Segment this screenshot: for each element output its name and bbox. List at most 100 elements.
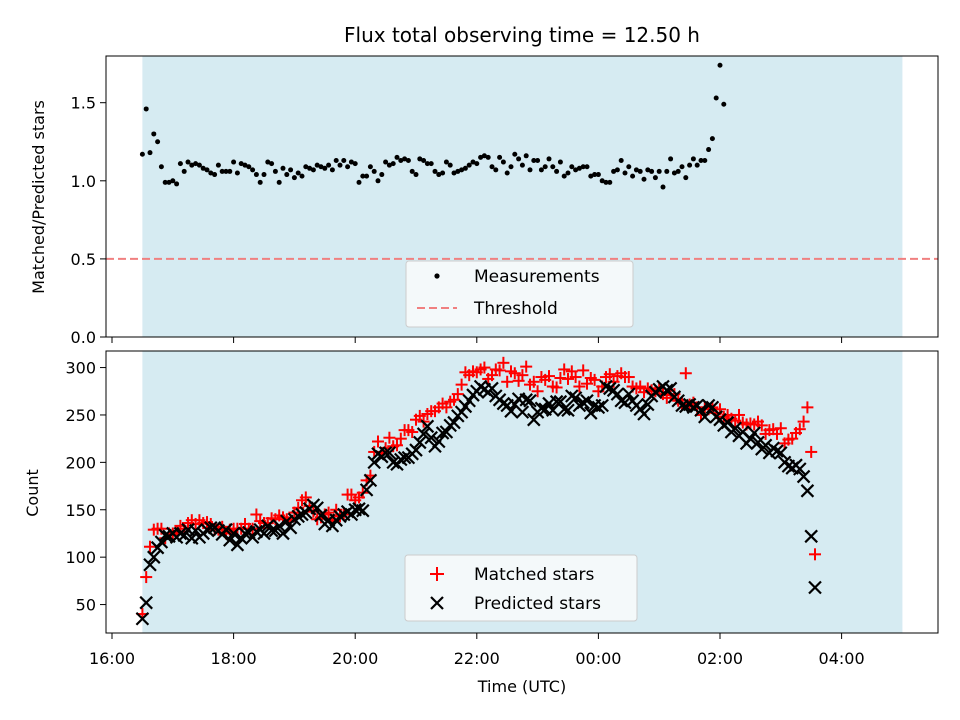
measurement-point (166, 179, 172, 185)
predicted-star-point (515, 405, 530, 419)
ratio-legend: Measurements Threshold (405, 260, 634, 328)
measurement-point (174, 181, 180, 187)
chart-title: Flux total observing time = 12.50 h (344, 23, 700, 47)
measurement-point (466, 162, 472, 168)
measurement-point (307, 165, 313, 171)
matched-star-point (250, 508, 263, 521)
measurement-point (394, 154, 400, 160)
matched-star-point (391, 439, 403, 452)
measurement-point (223, 168, 229, 174)
predicted-star-point (519, 393, 533, 407)
measurement-point (694, 162, 700, 168)
measurement-point (303, 164, 309, 170)
predicted-star-point (257, 526, 271, 541)
measurement-point (345, 164, 351, 170)
measurement-point (485, 154, 491, 160)
predicted-star-point (139, 595, 153, 610)
matched-star-point (573, 380, 586, 393)
measurement-point (721, 101, 727, 107)
predicted-stars-legend-label: Predicted stars (474, 594, 601, 614)
ratio-y-tick-label: 1.5 (71, 94, 96, 113)
measurement-point (432, 168, 438, 174)
measurement-point (679, 164, 685, 170)
predicted-stars-legend-marker (430, 596, 444, 610)
measurement-point (671, 170, 677, 176)
count-y-axis-label: Count (23, 469, 42, 517)
predicted-star-point (534, 401, 549, 416)
measurement-point (443, 159, 449, 165)
matched-star-point (577, 364, 590, 377)
measurement-point (595, 172, 601, 178)
matched-star-point (493, 364, 506, 377)
ratio-plot-frame (105, 55, 939, 338)
predicted-star-point (432, 434, 446, 449)
predicted-star-point (641, 397, 655, 412)
measurement-point (584, 164, 590, 170)
ratio-y-tick-label: 1.0 (71, 172, 96, 191)
predicted-star-point (295, 507, 309, 522)
ratio-y-tick-label: 0.5 (71, 250, 96, 269)
predicted-star-point (584, 406, 598, 420)
count-y-tick-label: 200 (65, 453, 96, 472)
measurement-point (288, 167, 294, 173)
measurement-point (189, 162, 195, 168)
matched-stars-legend-marker (430, 567, 444, 581)
predicted-star-point (230, 538, 245, 552)
measurement-point (702, 157, 708, 163)
predicted-star-point (378, 446, 393, 460)
measurement-point (649, 168, 655, 174)
measurement-point (717, 62, 723, 68)
count-y-tick-label: 50 (76, 596, 96, 615)
measurement-point (519, 162, 525, 168)
measurement-point (645, 167, 651, 173)
measurement-point (527, 167, 533, 173)
matched-star-point (508, 367, 521, 380)
count-legend-box (404, 554, 638, 622)
measurement-point (508, 164, 514, 170)
measurement-point (155, 139, 161, 145)
measurement-point (269, 161, 275, 167)
matched-star-point (299, 491, 312, 504)
matched-star-point (603, 368, 616, 381)
matched-star-point (451, 388, 464, 401)
time-x-axis-label: Time (UTC) (477, 677, 566, 696)
measurement-point (481, 153, 487, 159)
matched-star-point (497, 356, 510, 369)
measurement-point (470, 159, 476, 165)
measurement-point (139, 151, 145, 157)
predicted-star-point (147, 550, 161, 564)
matched-star-point (520, 360, 533, 373)
measurement-point (668, 156, 674, 162)
measurement-point (698, 157, 704, 163)
matched-star-point (478, 361, 491, 374)
measurement-point (276, 179, 282, 185)
measurement-point (611, 168, 617, 174)
measurement-point (158, 164, 164, 170)
measurement-point (417, 156, 423, 162)
measurement-point (557, 159, 563, 165)
predicted-star-point (720, 415, 735, 430)
measurement-point (489, 164, 495, 170)
measurement-point (284, 172, 290, 178)
predicted-star-point (800, 484, 815, 498)
measurement-point (208, 170, 214, 176)
predicted-star-point (382, 446, 397, 460)
predicted-star-point (276, 526, 290, 541)
measurement-point (474, 161, 480, 167)
predicted-star-point (728, 421, 742, 436)
measurement-point (538, 167, 544, 173)
matched-star-point (805, 445, 818, 458)
measurement-point (375, 178, 381, 184)
measurement-point (250, 167, 256, 173)
matched-star-point (543, 370, 555, 383)
measurement-point (478, 154, 484, 160)
measurement-point (196, 162, 202, 168)
predicted-star-point (439, 425, 454, 439)
measurement-point (497, 154, 503, 160)
predicted-star-point (557, 402, 571, 417)
measurement-point (504, 170, 510, 176)
measurement-point (459, 167, 465, 173)
predicted-star-point (413, 435, 427, 450)
measurement-point (576, 165, 582, 171)
measurement-point (618, 157, 624, 163)
